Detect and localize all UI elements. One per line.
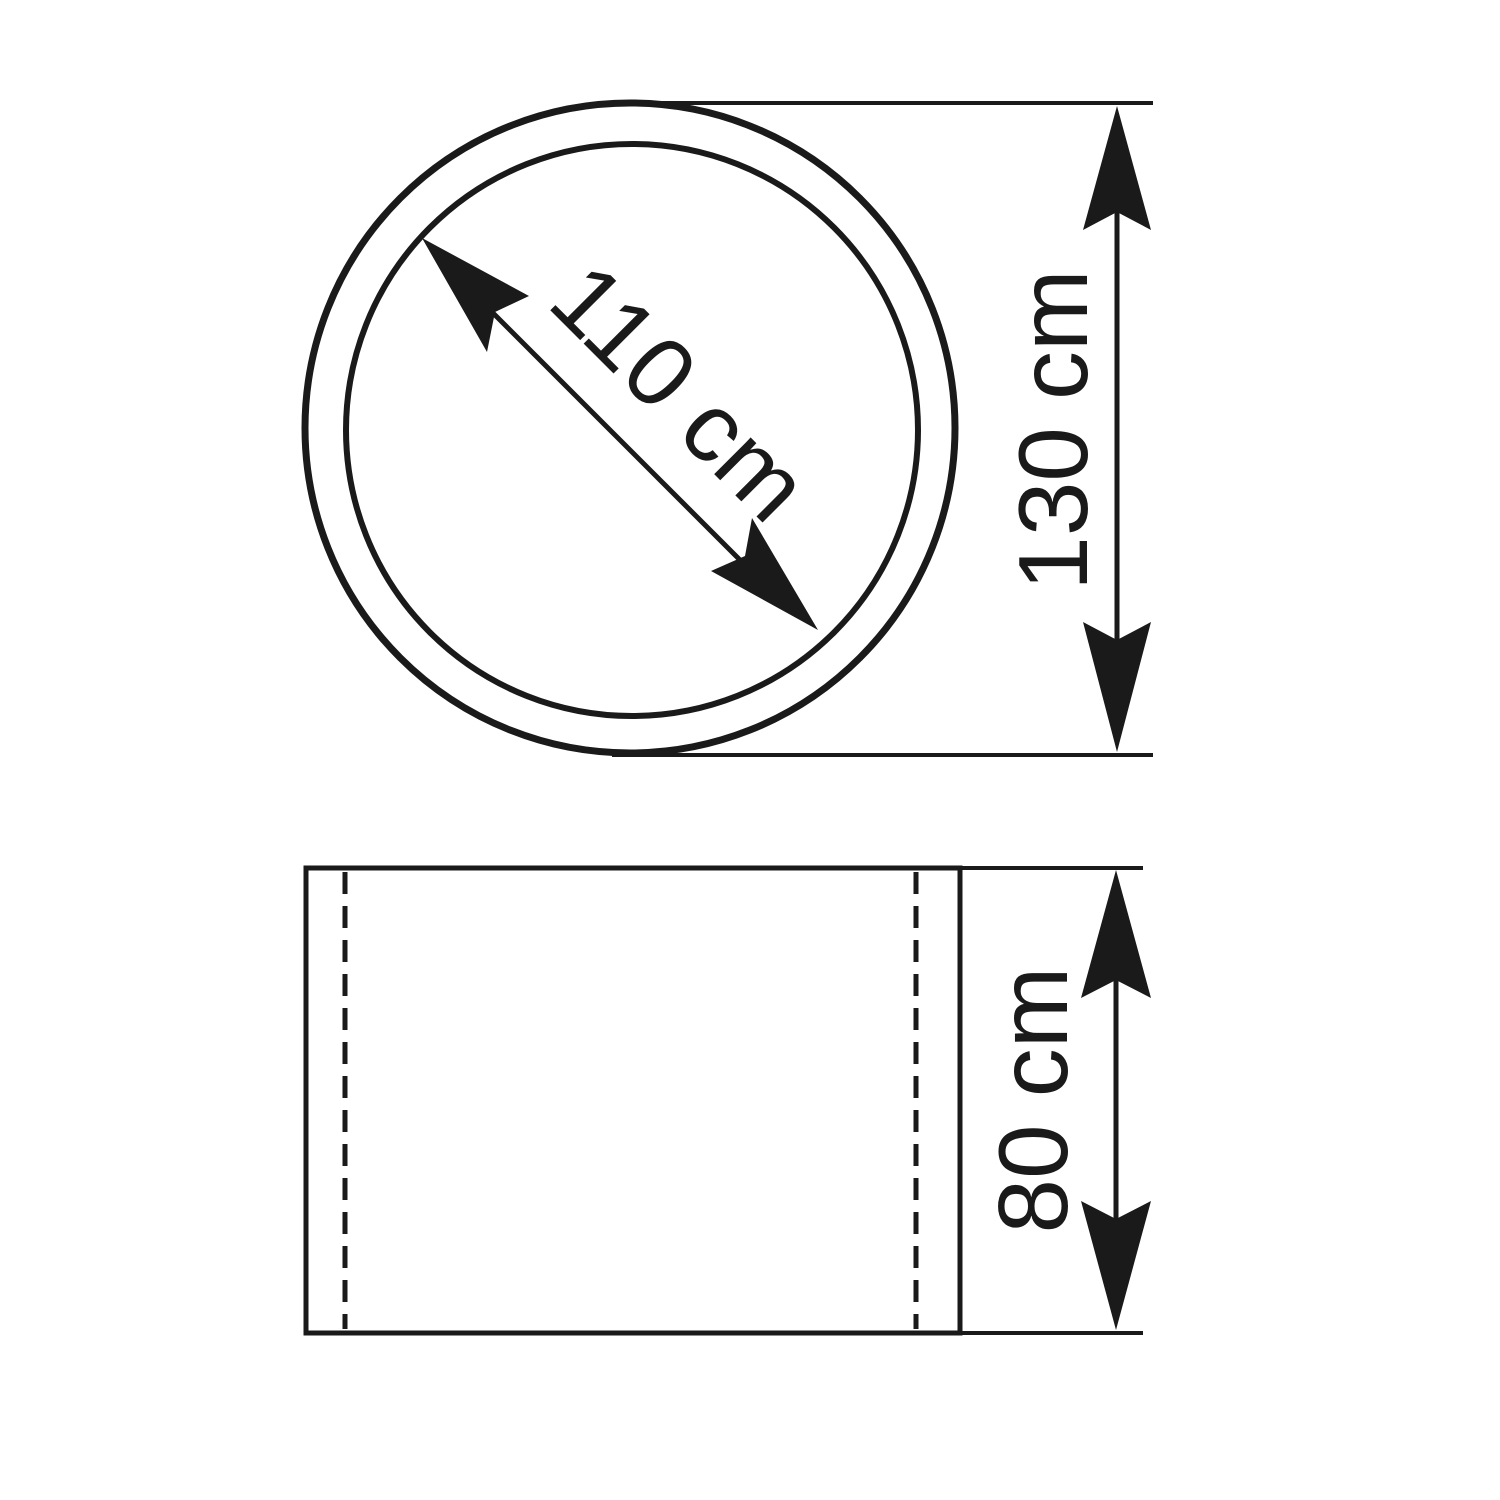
arrowhead-up [1083, 106, 1151, 230]
outer-diameter-arrow [1083, 106, 1151, 752]
outer-diameter-label: 130 cm [998, 269, 1108, 590]
arrowhead-lower-right [711, 518, 818, 630]
inner-diameter-arrow [422, 238, 818, 630]
inner-ring [343, 141, 921, 719]
top-view: 110 cm 130 cm [301, 99, 1153, 757]
outer-ring [301, 99, 959, 757]
height-arrow [1081, 870, 1151, 1330]
arrowhead-down [1081, 1201, 1151, 1330]
arrowhead-up [1081, 870, 1151, 998]
side-view: 80 cm [303, 865, 1151, 1336]
arrowhead-upper-left [422, 238, 529, 352]
height-label: 80 cm [978, 967, 1088, 1234]
side-outline [303, 865, 963, 1336]
arrowhead-down [1083, 622, 1151, 752]
